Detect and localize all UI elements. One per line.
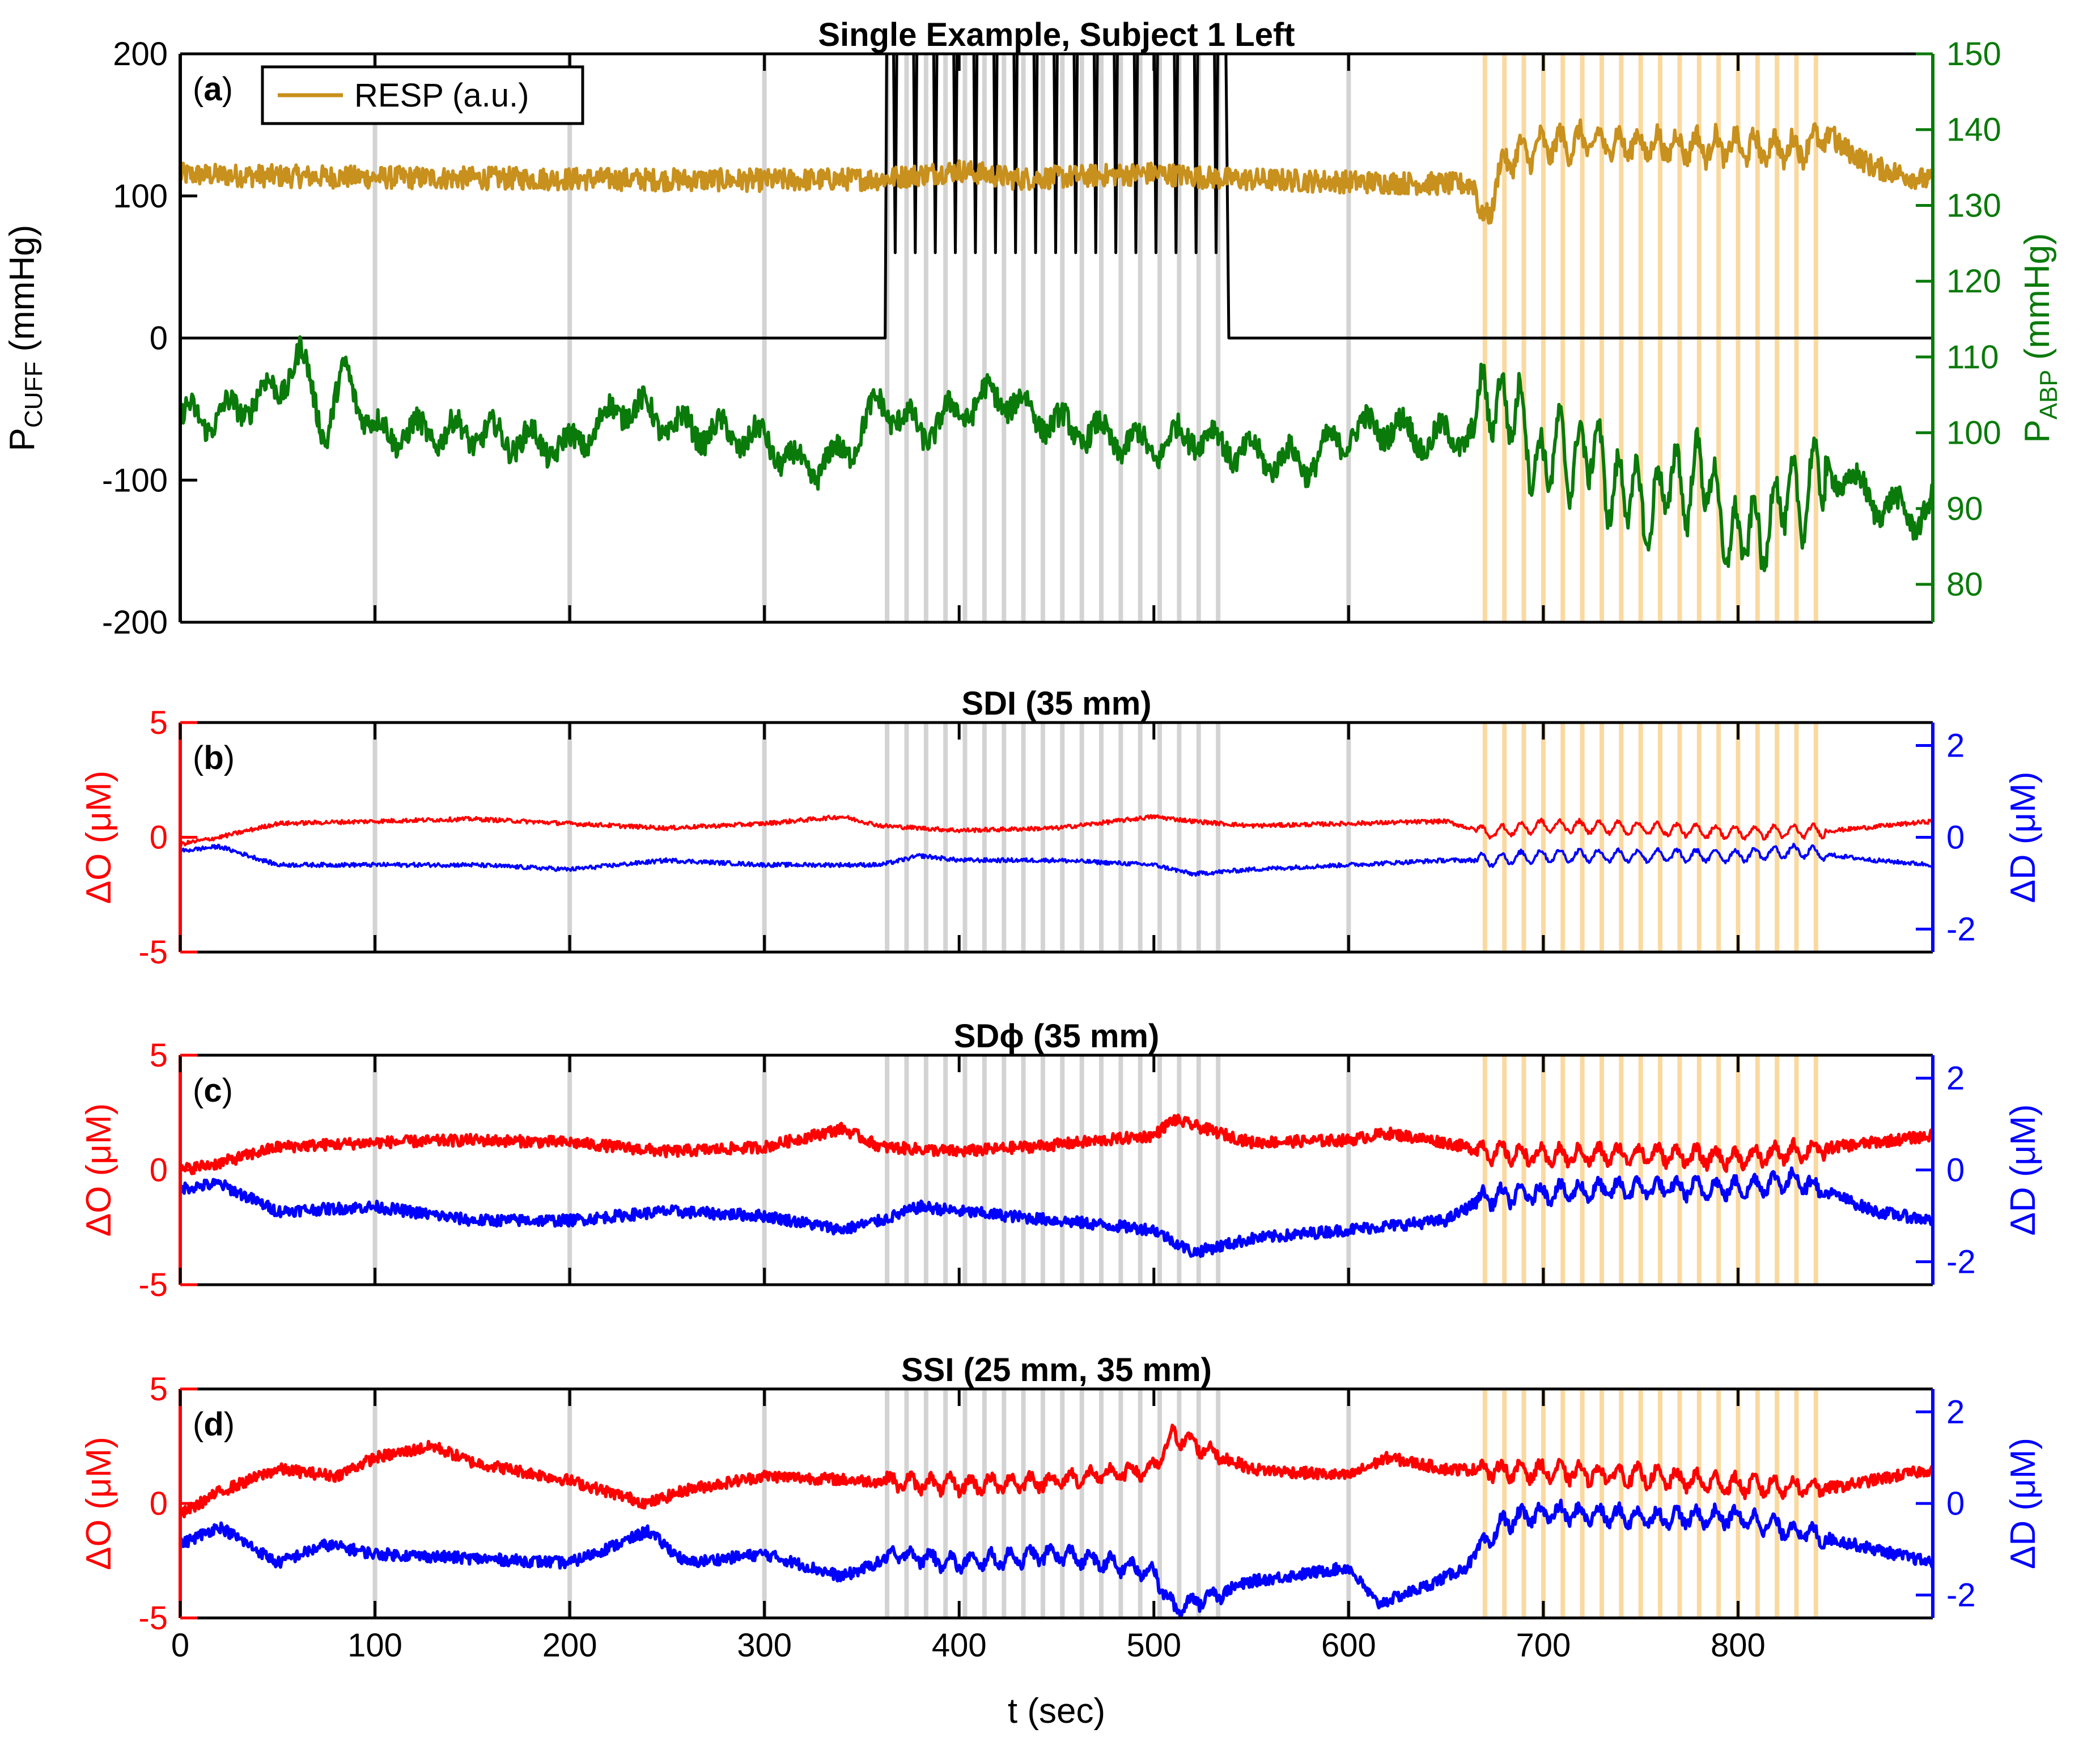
x-tick-label: 0 (171, 1627, 189, 1664)
series-line--o (179, 814, 1934, 847)
panel-label: (d) (193, 1406, 235, 1443)
chart-title: SDϕ (35 mm) (954, 1018, 1160, 1055)
x-tick-label: 300 (737, 1627, 792, 1664)
panel-c: -5 0 5 -2 0 2 SDϕ (35 mm) (c) ΔO (μM) ΔD (μM) (79, 1018, 2043, 1303)
chart-title: Single Example, Subject 1 Left (818, 16, 1295, 53)
x-tick-label: 800 (1711, 1627, 1766, 1664)
x-axis-label: t (sec) (1008, 1692, 1105, 1731)
y-left-tick-label: -200 (102, 604, 168, 641)
panel-label-paren: ) (224, 1406, 235, 1443)
y-right-tick-label: 150 (1946, 36, 2001, 73)
chart-title: SSI (25 mm, 35 mm) (901, 1352, 1212, 1388)
y-left-tick-label: -5 (138, 1267, 168, 1303)
series-line--d (179, 843, 1934, 877)
y-left-tick-label: 100 (113, 178, 168, 215)
x-tick-label: 700 (1516, 1627, 1571, 1664)
y-left-tick-label: 0 (150, 1485, 168, 1522)
x-tick-label: 200 (542, 1627, 597, 1664)
series-line-resp-a-u- (179, 118, 1934, 225)
y-right-tick-label: 2 (1946, 1060, 1965, 1097)
y-right-label: ΔD (μM) (2004, 771, 2043, 903)
y-right-label: PABP (mmHg) (2018, 233, 2063, 443)
y-right-tick-label: 140 (1946, 112, 2001, 148)
y-left-label: ΔO (μM) (79, 771, 118, 904)
y-right-tick-label: 110 (1946, 339, 1999, 376)
y-left-tick-label: 5 (150, 1037, 168, 1074)
series-line--d (179, 1166, 1934, 1258)
panel-label: (b) (193, 740, 235, 776)
x-tick-label: 400 (932, 1627, 987, 1664)
y-right-tick-label: 80 (1946, 566, 1983, 603)
panel-label-paren: ) (222, 1072, 233, 1109)
panel-label-letter: a (203, 71, 222, 108)
y-left-label: ΔO (μM) (79, 1103, 118, 1237)
x-tick-label: 100 (347, 1627, 402, 1664)
y-right-tick-label: -2 (1946, 1244, 1976, 1281)
y-right-label: ΔD (μM) (2004, 1104, 2043, 1235)
series-line--o (179, 1114, 1934, 1175)
panel-label-paren: ( (193, 71, 203, 108)
y-left-label-unit: (mmHg) (3, 225, 42, 362)
y-left-tick-label: -5 (138, 934, 168, 971)
y-left-label: ΔO (μM) (79, 1437, 118, 1570)
y-left-tick-label: 0 (150, 819, 168, 856)
panel-label-letter: c (203, 1072, 222, 1109)
series-line-p-abp (179, 335, 1934, 572)
y-right-tick-label: 100 (1946, 415, 2001, 452)
y-right-tick-label: 0 (1946, 1152, 1965, 1189)
y-right-label-main: P (2018, 419, 2057, 443)
series-line--d (179, 1498, 1934, 1619)
panel-label: (c) (193, 1072, 233, 1109)
panel-label-letter: b (203, 740, 223, 776)
panel-label: (a) (193, 71, 233, 108)
y-right-tick-label: 0 (1946, 819, 1965, 856)
y-left-label: PCUFF (mmHg) (3, 225, 48, 452)
y-right-tick-label: -2 (1946, 1577, 1976, 1614)
panel-label-paren: ) (222, 71, 233, 108)
y-left-tick-label: 5 (150, 1371, 168, 1408)
panel-a: -200 -100 0 100 200 80 90 100 110 120 130 140 150 Sin… (3, 16, 2063, 641)
y-left-label-sub: CUFF (20, 362, 48, 428)
y-right-tick-label: 120 (1946, 263, 2001, 300)
x-tick-label: 600 (1321, 1627, 1376, 1664)
y-right-tick-label: 90 (1946, 490, 1983, 527)
series-line-p-cuff (180, 52, 1933, 339)
y-right-label-unit: (mmHg) (2018, 233, 2057, 369)
y-right-tick-label: 130 (1946, 187, 2001, 224)
y-left-tick-label: 0 (150, 320, 168, 357)
chart-title: SDI (35 mm) (961, 685, 1151, 722)
y-right-tick-label: 0 (1946, 1485, 1965, 1522)
y-right-tick-label: 2 (1946, 728, 1965, 764)
panel-b: -5 0 5 -2 0 2 SDI (35 mm) (b) ΔO (μM) ΔD (μM) (79, 685, 2043, 971)
panel-label-paren: ) (224, 740, 235, 776)
panel-label-paren: ( (193, 1072, 203, 1109)
y-right-tick-label: 2 (1946, 1394, 1965, 1430)
panel-label-letter: d (203, 1406, 223, 1443)
y-right-label: ΔD (μM) (2004, 1438, 2043, 1569)
panel-label-paren: ( (193, 740, 203, 776)
legend: RESP (a.u.) (261, 65, 584, 125)
series-line--o (179, 1424, 1934, 1519)
y-left-label-main: P (3, 428, 42, 451)
x-tick-label: 500 (1126, 1627, 1181, 1664)
panel-label-paren: ( (193, 1406, 203, 1443)
y-left-tick-label: 200 (113, 36, 168, 73)
legend-label: RESP (a.u.) (354, 77, 529, 114)
y-right-tick-label: -2 (1946, 911, 1976, 948)
y-right-label-sub: ABP (2035, 369, 2063, 419)
y-left-tick-label: -5 (138, 1600, 168, 1637)
y-left-tick-label: 5 (150, 704, 168, 741)
y-left-tick-label: 0 (150, 1152, 168, 1189)
y-left-tick-label: -100 (102, 462, 168, 499)
